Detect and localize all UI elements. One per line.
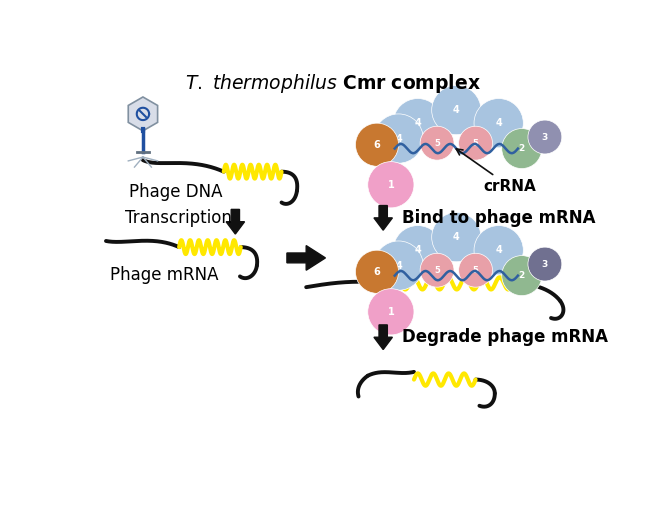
Text: 1: 1 <box>387 180 395 190</box>
Polygon shape <box>287 246 326 270</box>
Circle shape <box>459 253 493 287</box>
Circle shape <box>432 86 481 135</box>
Text: 4: 4 <box>415 118 421 128</box>
Circle shape <box>528 120 562 154</box>
Polygon shape <box>374 206 393 230</box>
Circle shape <box>368 289 414 335</box>
Text: Transcription: Transcription <box>125 209 232 227</box>
Text: 5: 5 <box>473 139 478 148</box>
Circle shape <box>420 126 454 160</box>
Circle shape <box>374 114 423 163</box>
Text: Phage mRNA: Phage mRNA <box>110 266 218 284</box>
Circle shape <box>420 253 454 287</box>
Text: $\it{T.\ thermophilus}$$\bf{\ Cmr\ complex}$: $\it{T.\ thermophilus}$$\bf{\ Cmr\ compl… <box>185 72 481 94</box>
Circle shape <box>356 123 398 166</box>
Circle shape <box>374 241 423 290</box>
Circle shape <box>474 98 523 148</box>
Text: 4: 4 <box>495 245 502 255</box>
Circle shape <box>393 226 443 275</box>
Text: 6: 6 <box>374 267 380 277</box>
Polygon shape <box>226 209 244 234</box>
Polygon shape <box>374 325 393 349</box>
Text: 5: 5 <box>434 139 440 148</box>
Text: 4: 4 <box>415 245 421 255</box>
Text: 3: 3 <box>541 132 548 142</box>
Text: crRNA: crRNA <box>456 149 536 194</box>
Text: 6: 6 <box>374 140 380 150</box>
Circle shape <box>474 226 523 275</box>
Text: 5: 5 <box>473 266 478 275</box>
Text: 3: 3 <box>541 260 548 269</box>
Circle shape <box>502 129 542 169</box>
Text: Degrade phage mRNA: Degrade phage mRNA <box>402 328 608 346</box>
Text: Bind to phage mRNA: Bind to phage mRNA <box>402 209 596 227</box>
Circle shape <box>502 255 542 295</box>
Text: 4: 4 <box>395 261 402 271</box>
Text: 4: 4 <box>495 118 502 128</box>
Text: 2: 2 <box>519 271 525 280</box>
Circle shape <box>432 212 481 262</box>
Text: 4: 4 <box>453 232 460 242</box>
Circle shape <box>356 250 398 293</box>
Text: Phage DNA: Phage DNA <box>129 183 222 201</box>
Text: 4: 4 <box>453 105 460 115</box>
Circle shape <box>459 126 493 160</box>
Text: 1: 1 <box>387 307 395 317</box>
Text: 2: 2 <box>519 144 525 153</box>
Circle shape <box>393 98 443 148</box>
Circle shape <box>528 247 562 281</box>
Text: 4: 4 <box>395 133 402 144</box>
Text: 5: 5 <box>434 266 440 275</box>
Circle shape <box>368 162 414 208</box>
